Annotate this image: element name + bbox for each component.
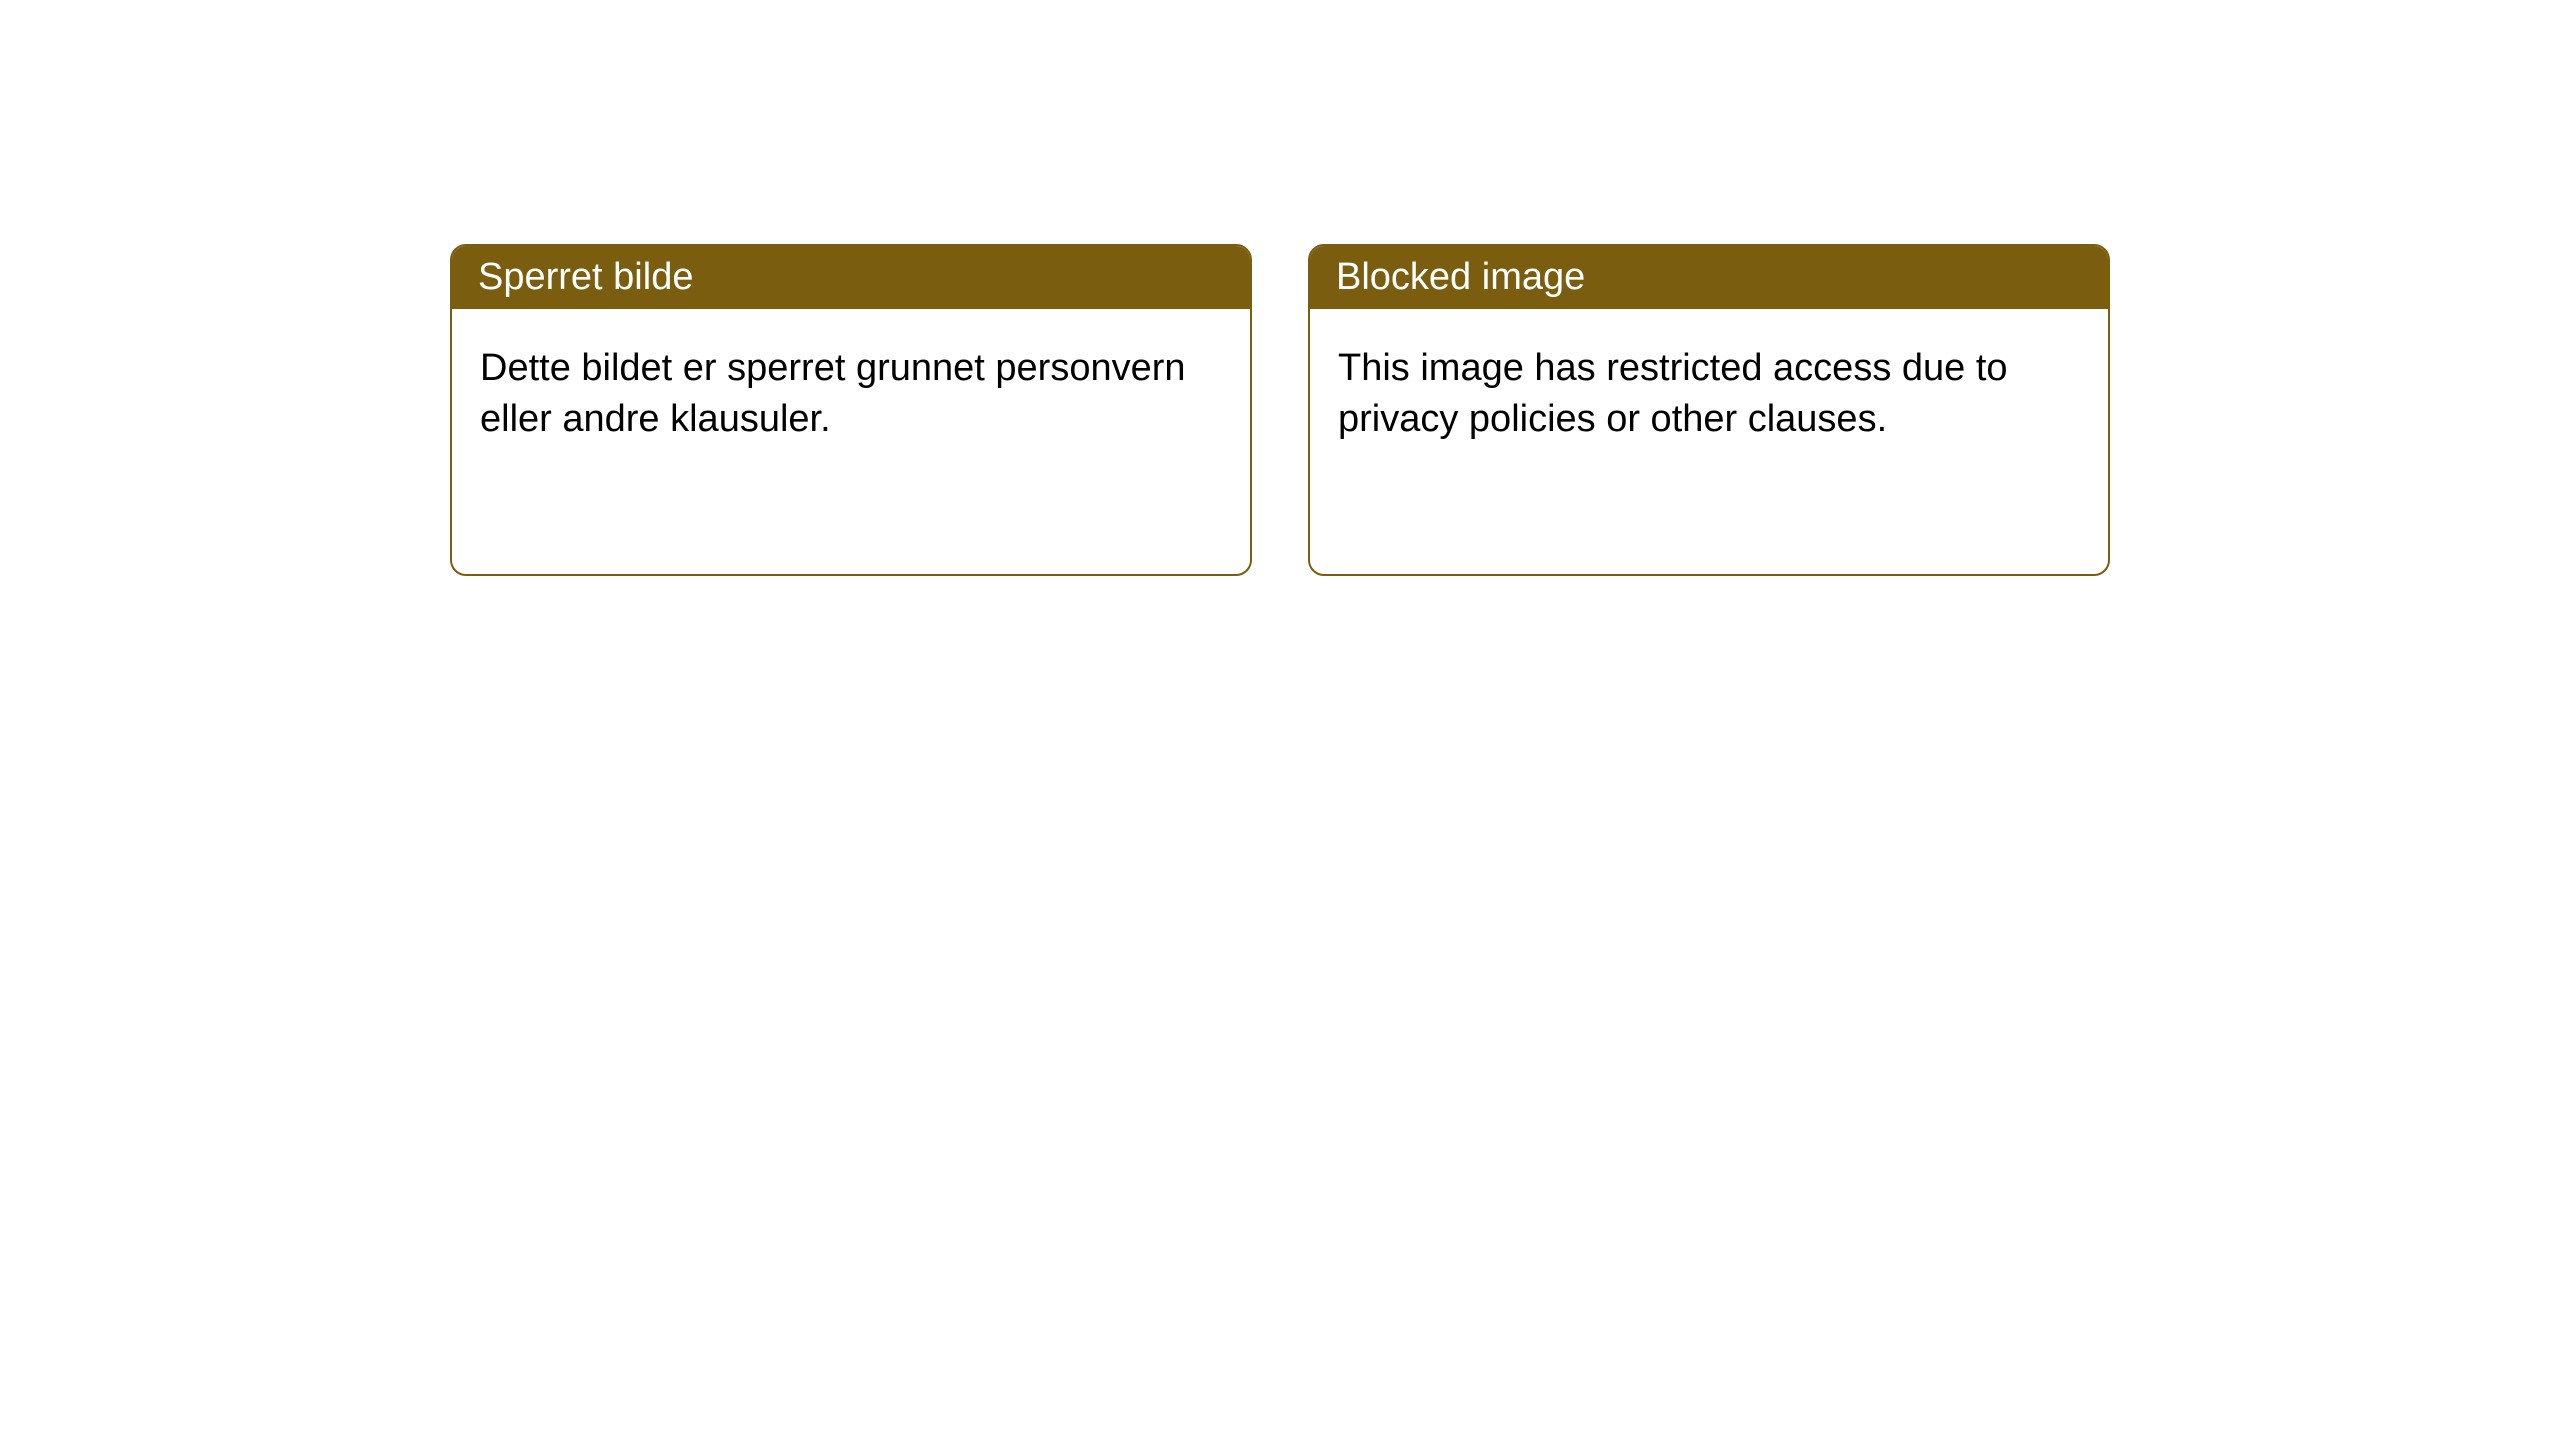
card-body: This image has restricted access due to …	[1310, 309, 2108, 480]
card-title: Blocked image	[1336, 256, 1585, 298]
card-header: Sperret bilde	[452, 246, 1250, 309]
card-body-text: Dette bildet er sperret grunnet personve…	[480, 347, 1186, 440]
card-header: Blocked image	[1310, 246, 2108, 309]
notice-card-norwegian: Sperret bilde Dette bildet er sperret gr…	[450, 244, 1252, 576]
card-body: Dette bildet er sperret grunnet personve…	[452, 309, 1250, 480]
notice-container: Sperret bilde Dette bildet er sperret gr…	[0, 0, 2560, 576]
card-title: Sperret bilde	[478, 256, 693, 298]
notice-card-english: Blocked image This image has restricted …	[1308, 244, 2110, 576]
card-body-text: This image has restricted access due to …	[1338, 347, 2008, 440]
